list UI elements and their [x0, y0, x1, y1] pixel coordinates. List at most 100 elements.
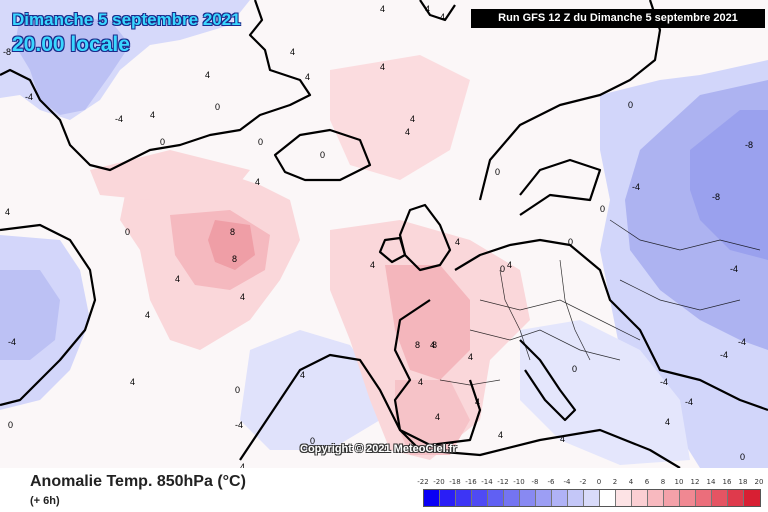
scale-swatch	[696, 490, 712, 506]
footer: Anomalie Temp. 850hPa (°C) (+ 6h) -2 2 -20…	[0, 468, 768, 512]
cold-anomaly-africa	[240, 330, 380, 450]
contour-label: 0	[8, 420, 13, 430]
contour-label: 4	[440, 12, 445, 22]
contour-label: 0	[740, 452, 745, 462]
contour-label: 4	[435, 412, 440, 422]
contour-label: -4	[730, 264, 738, 274]
contour-label: 4	[150, 110, 155, 120]
scale-label: -14	[481, 478, 493, 486]
contour-label: 4	[418, 377, 423, 387]
scale-label: -4	[563, 478, 571, 486]
scale-swatch	[504, 490, 520, 506]
contour-label: 4	[665, 417, 670, 427]
contour-label: 4	[475, 397, 480, 407]
border-line	[619, 279, 741, 311]
contour-label: 0	[572, 364, 577, 374]
scale-swatch	[744, 490, 760, 506]
scale-label: -12	[497, 478, 509, 486]
country-borders	[439, 219, 761, 386]
scale-labels: -22 -20 -18 -16 -14 -12 -10 -8 -6 -4 -2 0 2 4 6 8 10 12 14…	[415, 478, 763, 488]
warm-anomaly-europe-core	[385, 265, 470, 380]
contour-label: 4	[205, 70, 210, 80]
contour-label: 4	[305, 72, 310, 82]
contour-label: 4	[290, 47, 295, 57]
contour-label: 4	[425, 4, 430, 14]
contour-label: -4	[235, 420, 243, 430]
contour-label: -4	[660, 377, 668, 387]
border-line	[439, 379, 501, 386]
contour-label: 0	[600, 204, 605, 214]
contour-label: 0	[310, 436, 315, 446]
iberia-coast	[393, 299, 482, 447]
scale-swatch	[568, 490, 584, 506]
contour-label: 4	[240, 462, 245, 468]
scale-label: -2	[579, 478, 587, 486]
contour-label: -8	[745, 140, 753, 150]
contour-label: -8	[3, 47, 11, 57]
copyright-notice: Copyright © 2021 MeteoCiel.fr	[300, 443, 457, 455]
contour-label: -4	[738, 337, 746, 347]
scale-label: 14	[706, 478, 716, 486]
contour-label: -4	[632, 182, 640, 192]
contour-label: 4	[507, 260, 512, 270]
contour-label: 0	[320, 150, 325, 160]
cold-anomaly-southwest-core	[0, 270, 60, 360]
contour-label: 8	[415, 340, 420, 350]
forecast-time: 20.00 locale	[12, 33, 130, 56]
contour-label: -4	[8, 337, 16, 347]
contour-label: 4	[175, 274, 180, 284]
forecast-offset: (+ 6h)	[30, 495, 60, 507]
scale-label: 20	[754, 478, 764, 486]
contour-label: 0	[568, 237, 573, 247]
scale-label: 0	[596, 478, 602, 486]
contour-label: -4	[720, 350, 728, 360]
scale-swatch	[632, 490, 648, 506]
map-canvas: 4 4 4 4 4 4 0 0 4 4 4 0 0 4 4 8 8 4 4 0 …	[0, 0, 768, 468]
contour-label: 4	[498, 430, 503, 440]
africa-coast	[239, 353, 681, 468]
contour-label: -4	[115, 114, 123, 124]
scandinavia-coast	[478, 0, 662, 201]
scale-swatch	[456, 490, 472, 506]
contour-label: 8	[230, 227, 235, 237]
contour-label: 4	[5, 207, 10, 217]
scale-label: -10	[513, 478, 525, 486]
contour-label: 0	[628, 100, 633, 110]
contour-label: 0	[215, 102, 220, 112]
scale-swatch	[536, 490, 552, 506]
border-line	[479, 299, 641, 341]
scale-label: 2	[612, 478, 618, 486]
contour-label: 4	[240, 292, 245, 302]
run-banner: Run GFS 12 Z du Dimanche 5 septembre 202…	[471, 9, 765, 28]
contour-label: -4	[25, 92, 33, 102]
map-title: Anomalie Temp. 850hPa (°C)	[30, 473, 246, 490]
iceland-coast	[273, 128, 372, 182]
contour-label: 4	[300, 370, 305, 380]
scale-swatch	[472, 490, 488, 506]
scale-swatch	[424, 490, 440, 506]
contour-label: 4	[145, 310, 150, 320]
forecast-date: Dimanche 5 septembre 2021	[12, 10, 241, 29]
scale-swatch	[616, 490, 632, 506]
cold-anomaly-northeast-deep	[690, 110, 768, 260]
scale-label: 8	[660, 478, 666, 486]
contour-label: 4	[410, 114, 415, 124]
contour-label: 0	[258, 137, 263, 147]
border-line	[559, 259, 591, 361]
contour-label: 4	[405, 127, 410, 137]
contour-label: 4	[430, 340, 435, 350]
warm-anomaly-norwegian-sea	[330, 55, 470, 180]
scale-swatch	[600, 490, 616, 506]
scale-label: 6	[644, 478, 650, 486]
contour-label: 4	[130, 377, 135, 387]
contour-label: 8	[232, 254, 237, 264]
cold-anomaly-northwest-core	[15, 15, 130, 115]
coastlines	[0, 0, 768, 468]
contour-label: 4	[560, 434, 565, 444]
contour-label: 4	[380, 4, 385, 14]
greenland-coast	[0, 0, 312, 172]
contour-label: 4	[455, 237, 460, 247]
scale-label: -20	[433, 478, 445, 486]
scale-label: 18	[738, 478, 748, 486]
warm-anomaly-atlantic-peak	[208, 220, 255, 270]
